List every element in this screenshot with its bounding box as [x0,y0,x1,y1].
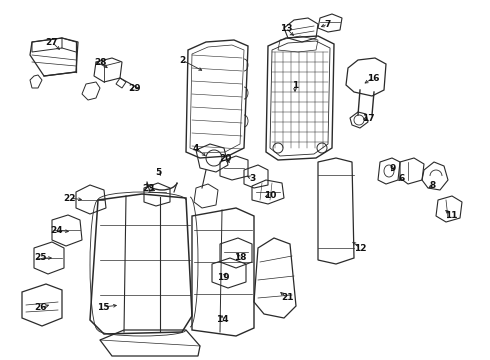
Text: 21: 21 [281,293,293,302]
Text: 15: 15 [97,302,109,311]
Text: 9: 9 [390,163,396,172]
Text: 25: 25 [34,253,46,262]
Text: 17: 17 [362,113,374,122]
Text: 20: 20 [219,153,231,162]
Text: 10: 10 [264,190,276,199]
Text: 14: 14 [216,315,228,324]
Text: 19: 19 [217,274,229,283]
Text: 23: 23 [142,184,154,193]
Text: 11: 11 [445,211,457,220]
Text: 5: 5 [155,167,161,176]
Text: 6: 6 [399,174,405,183]
Text: 24: 24 [50,225,63,234]
Text: 22: 22 [63,194,75,202]
Text: 27: 27 [46,37,58,46]
Text: 7: 7 [325,19,331,28]
Text: 4: 4 [193,144,199,153]
Text: 13: 13 [280,23,292,32]
Text: 12: 12 [354,243,366,252]
Text: 18: 18 [234,253,246,262]
Text: 3: 3 [249,174,255,183]
Text: 16: 16 [367,73,379,82]
Text: 28: 28 [94,58,106,67]
Text: 2: 2 [179,55,185,64]
Text: 29: 29 [129,84,141,93]
Text: 8: 8 [430,180,436,189]
Text: 26: 26 [34,303,46,312]
Text: 1: 1 [292,81,298,90]
